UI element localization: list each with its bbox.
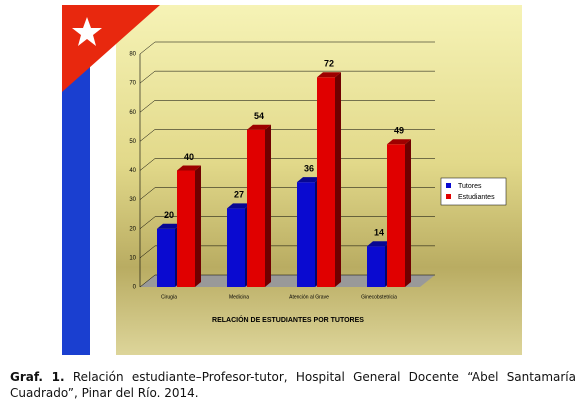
- y-tick-label: 0: [133, 285, 137, 291]
- y-tick-label: 70: [129, 81, 136, 87]
- bar: [387, 144, 405, 287]
- floor: [140, 275, 435, 287]
- caption-label: Graf. 1.: [10, 370, 65, 384]
- bar: [177, 170, 195, 287]
- y-tick-label: 10: [129, 255, 136, 261]
- grid-line: [139, 100, 156, 113]
- bar: [157, 228, 175, 287]
- legend-box: [440, 177, 507, 206]
- x-tick-label: Cirugía: [161, 294, 177, 300]
- grid-line: [139, 245, 156, 259]
- bar-top: [387, 139, 411, 145]
- bar: [247, 129, 265, 287]
- data-label: 49: [394, 126, 404, 136]
- bar-top: [247, 124, 271, 130]
- data-label: 20: [164, 210, 174, 220]
- grid-line: [139, 187, 156, 200]
- data-label: 36: [304, 164, 314, 174]
- y-tick-label: 80: [129, 52, 136, 58]
- bar-side: [405, 139, 411, 287]
- chart: RELACIÓN DE ESTUDIANTES POR TUTORES 0 10 2…: [62, 5, 522, 355]
- bar: [227, 208, 245, 287]
- bar-side: [335, 72, 341, 287]
- grid-line: [139, 129, 156, 142]
- bar-top: [297, 177, 321, 183]
- x-axis-title: RELACIÓN DE ESTUDIANTES POR TUTORES: [212, 315, 364, 324]
- grid-line: [139, 41, 156, 55]
- data-label: 72: [324, 59, 334, 69]
- bar: [367, 246, 385, 287]
- x-tick-label: Ginecobstetricia: [361, 294, 397, 300]
- bar-top: [317, 72, 341, 78]
- legend-swatch: [446, 183, 451, 188]
- bar-side: [265, 124, 271, 287]
- grid-line: [139, 216, 156, 229]
- bar-side: [195, 165, 201, 287]
- bar-top: [227, 203, 251, 209]
- bar-top: [177, 165, 201, 171]
- y-tick-label: 50: [129, 139, 136, 145]
- legend-swatch: [446, 194, 451, 199]
- bar-top: [367, 241, 391, 247]
- y-tick-label: 60: [129, 110, 136, 116]
- bar-top: [157, 223, 181, 229]
- data-label: 40: [184, 152, 194, 162]
- bar: [297, 182, 315, 287]
- data-label: 27: [234, 190, 244, 200]
- legend-label: Tutores: [458, 183, 482, 190]
- y-tick-label: 20: [129, 226, 136, 232]
- caption: Graf. 1. Relación estudiante–Profesor-tu…: [10, 369, 576, 401]
- x-tick-label: Atención al Grave: [289, 294, 329, 300]
- grid-line: [139, 70, 156, 84]
- x-tick-label: Medicina: [229, 294, 249, 300]
- y-tick-label: 40: [129, 168, 136, 174]
- grid-line: [139, 274, 156, 288]
- legend-label: Estudiantes: [458, 194, 495, 201]
- grid-line: [139, 158, 156, 171]
- flag-star: [72, 17, 102, 46]
- flag-stripe: [90, 5, 116, 355]
- bar: [317, 77, 335, 287]
- data-label: 54: [254, 111, 264, 121]
- caption-text: Relación estudiante–Profesor-tutor, Hosp…: [10, 370, 576, 400]
- data-label: 14: [374, 228, 384, 238]
- y-tick-label: 30: [129, 197, 136, 203]
